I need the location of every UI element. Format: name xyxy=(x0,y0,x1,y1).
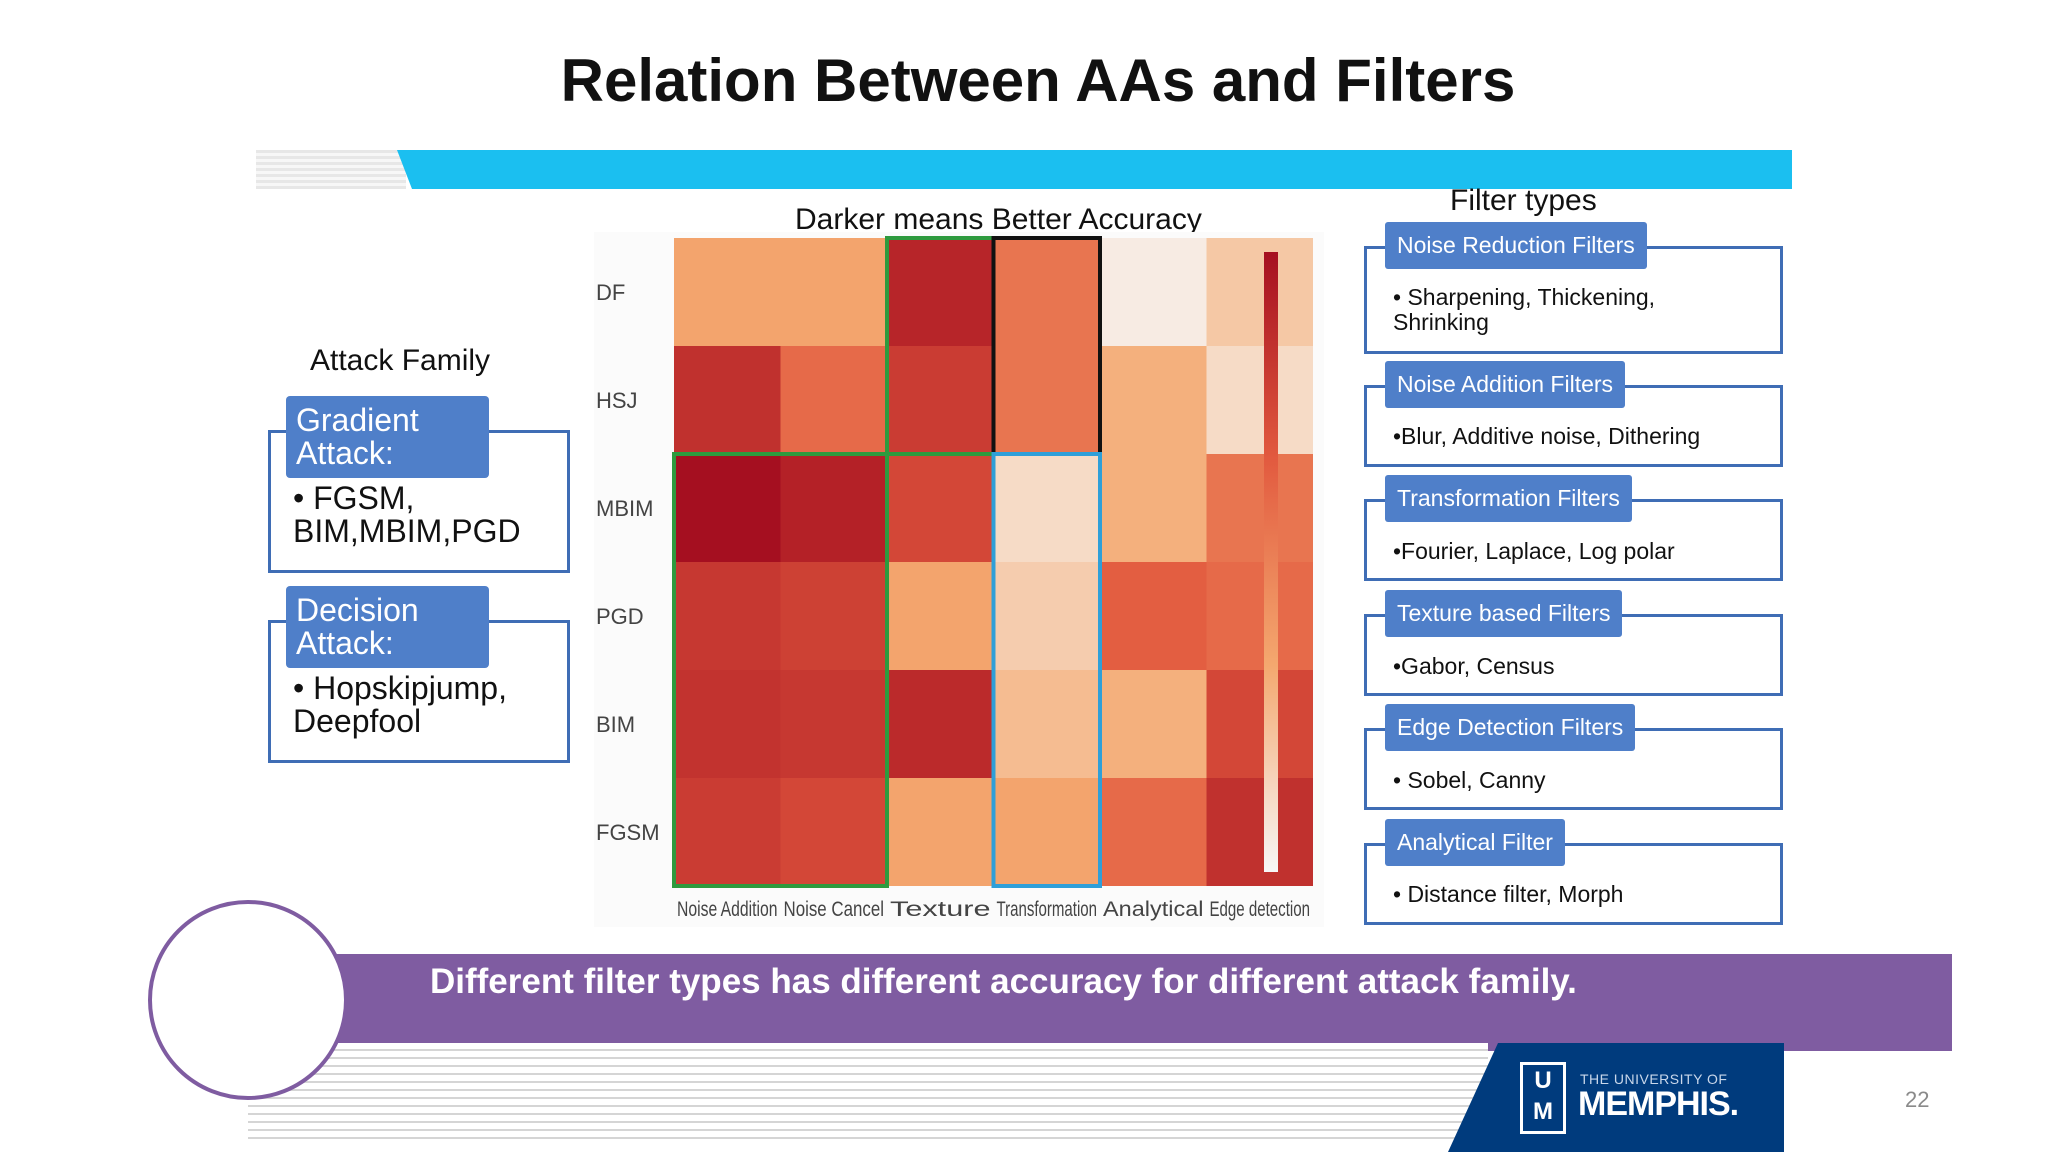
heatmap-row-label: PGD xyxy=(596,604,644,629)
filter-types-title: Filter types xyxy=(1450,184,1597,217)
heatmap-row-label: FGSM xyxy=(596,820,660,845)
heatmap-column-label: Transformation xyxy=(997,898,1098,921)
noise-addition-header: Noise Addition Filters xyxy=(1385,361,1626,408)
top-band-accent xyxy=(397,150,1792,189)
heatmap-cell xyxy=(780,778,887,886)
heatmap-highlight-box xyxy=(672,452,889,888)
heatmap-cell xyxy=(993,562,1100,670)
heatmap-cell xyxy=(674,562,781,670)
heatmap-cell xyxy=(780,454,887,562)
conclusion-text: Different filter types has different acc… xyxy=(430,962,1577,1001)
heatmap-cell xyxy=(1100,778,1207,886)
heatmap-cell xyxy=(674,778,781,886)
decision-attack-header: Decision Attack: xyxy=(286,586,489,668)
transformation-text: •Fourier, Laplace, Log polar xyxy=(1393,538,1675,564)
heatmap-column-label: Edge detection xyxy=(1210,898,1311,921)
noise-addition-text: •Blur, Additive noise, Dithering xyxy=(1393,423,1701,449)
slide-title: Relation Between AAs and Filters xyxy=(560,47,1516,114)
gradient-attack-header: Gradient Attack: xyxy=(286,396,489,478)
heatmap-cell xyxy=(674,238,781,346)
heatmap-row-label: DF xyxy=(596,280,625,305)
texture-text: •Gabor, Census xyxy=(1393,653,1555,679)
heatmap-cell xyxy=(887,454,994,562)
heatmap-column-label: Analytical xyxy=(1103,898,1204,921)
heatmap-column-label: Noise Addition xyxy=(677,898,778,921)
noise-reduction-header: Noise Reduction Filters xyxy=(1385,222,1647,269)
heatmap-cell xyxy=(674,346,781,454)
edge-detection-header: Edge Detection Filters xyxy=(1385,704,1636,751)
heatmap-cell xyxy=(1206,346,1313,454)
heatmap-cell xyxy=(674,454,781,562)
heatmap-cell xyxy=(887,670,994,778)
analytical-header: Analytical Filter xyxy=(1385,819,1565,866)
conclusion-banner xyxy=(300,954,1952,1051)
university-logo-block xyxy=(1448,1043,1784,1152)
heatmap-caption: Darker means Better Accuracy xyxy=(795,203,1202,236)
heatmap-cell xyxy=(1100,562,1207,670)
edge-detection-text: • Sobel, Canny xyxy=(1393,767,1546,793)
texture-header: Texture based Filters xyxy=(1385,590,1623,637)
decorative-circle xyxy=(148,900,348,1100)
analytical-text: • Distance filter, Morph xyxy=(1393,881,1624,907)
heatmap-cell xyxy=(887,238,994,346)
university-logo-mark: U M xyxy=(1520,1062,1566,1134)
heatmap-cell xyxy=(674,670,781,778)
footer-stripes xyxy=(248,1043,1488,1143)
heatmap-cell xyxy=(1100,670,1207,778)
heatmap-cell xyxy=(993,778,1100,886)
heatmap-colorbar xyxy=(1264,252,1278,872)
heatmap-cell xyxy=(1100,346,1207,454)
top-band-stripes xyxy=(256,150,406,189)
heatmap-cell xyxy=(1100,238,1207,346)
heatmap-column-label: Texture xyxy=(890,898,991,921)
heatmap-cell xyxy=(887,778,994,886)
attack-family-title: Attack Family xyxy=(310,344,491,377)
heatmap-cell xyxy=(780,346,887,454)
heatmap-cell xyxy=(993,346,1100,454)
heatmap-panel: DF HSJ MBIM PGD BIM FGSM Noise Addition Noise C… xyxy=(594,232,1324,927)
heatmap-row-label: MBIM xyxy=(596,496,653,521)
gradient-attack-list: • FGSM, BIM,MBIM,PGD xyxy=(293,480,521,549)
page-number: 22 xyxy=(1905,1087,1930,1112)
heatmap-cell xyxy=(1206,670,1313,778)
heatmap-cell xyxy=(1206,778,1313,886)
heatmap-cell xyxy=(887,562,994,670)
heatmap-highlight-box xyxy=(991,452,1102,888)
noise-reduction-text: • Sharpening, Thickening, Shrinking xyxy=(1393,284,1656,335)
transformation-header: Transformation Filters xyxy=(1385,475,1632,522)
heatmap-cell xyxy=(1206,562,1313,670)
heatmap-cell xyxy=(1100,454,1207,562)
heatmap-cell xyxy=(780,670,887,778)
heatmap-cell xyxy=(780,238,887,346)
heatmap-cell xyxy=(993,670,1100,778)
university-logo-small-text: THE UNIVERSITY OF xyxy=(1580,1071,1728,1087)
heatmap-column-label: Noise Cancel xyxy=(784,898,885,921)
heatmap-chart: DF HSJ MBIM PGD BIM FGSM Noise Addition Noise C… xyxy=(596,236,1313,921)
heatmap-cell xyxy=(780,562,887,670)
heatmap-cell xyxy=(993,454,1100,562)
decision-attack-list: • Hopskipjump, Deepfool xyxy=(293,670,507,739)
heatmap-cell xyxy=(1206,238,1313,346)
heatmap-cell xyxy=(887,346,994,454)
heatmap-cell xyxy=(1206,454,1313,562)
heatmap-row-label: HSJ xyxy=(596,388,638,413)
university-logo-name: MEMPHIS. xyxy=(1578,1085,1739,1123)
heatmap-row-label: BIM xyxy=(596,712,635,737)
heatmap-cell xyxy=(993,238,1100,346)
